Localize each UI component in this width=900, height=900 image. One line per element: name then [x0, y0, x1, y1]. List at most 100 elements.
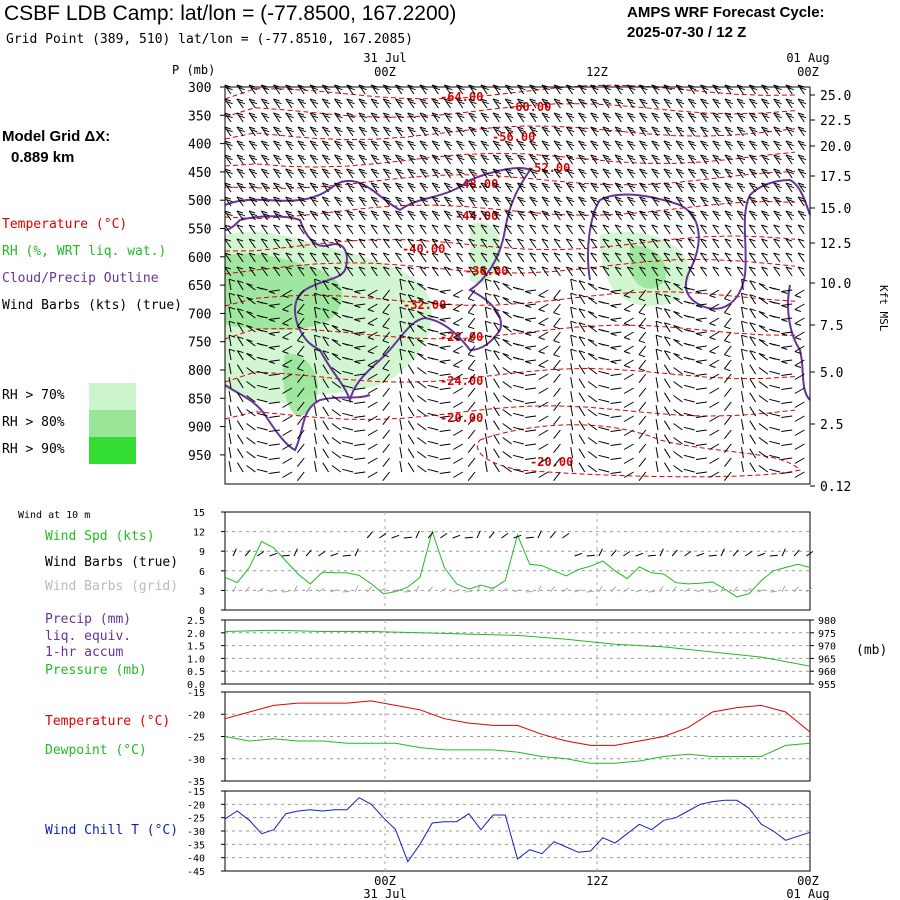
wind-barb-staff	[553, 317, 561, 328]
wind-barb-flag	[773, 238, 780, 242]
wind-barb	[224, 238, 232, 249]
wind-barb-staff	[285, 210, 293, 221]
wind-barb-staff	[427, 384, 439, 389]
wind-barb-staff	[741, 405, 744, 417]
wind-barb-flag	[688, 224, 695, 228]
wind-barb-staff	[297, 359, 305, 370]
wind-barb-flag	[629, 185, 636, 189]
wind-barb-staff	[529, 252, 537, 263]
wind-barb-staff	[794, 429, 805, 436]
wind-barb-staff	[773, 182, 781, 193]
wind-barb-flag	[358, 154, 366, 158]
wind-barb-staff	[741, 433, 744, 445]
wind-barb-flag	[236, 266, 244, 270]
wind-barb-flag	[314, 334, 321, 338]
wind-barb-flag	[263, 129, 270, 133]
wind-barb	[623, 331, 634, 340]
wind-barb	[578, 378, 586, 389]
wind-barb	[724, 359, 732, 372]
wind-barb-flag	[763, 101, 770, 105]
wind-barb-staff	[492, 112, 500, 123]
wind-barb-staff	[587, 283, 598, 291]
wind-barb	[314, 363, 317, 375]
wind-barb	[297, 359, 305, 372]
wind-barb-flag	[493, 294, 500, 298]
wind-barb	[673, 395, 683, 403]
wind-barb-staff	[314, 447, 317, 459]
wind-barb	[468, 126, 477, 137]
wind-barb-flag	[226, 157, 233, 161]
wind-barb	[578, 308, 586, 319]
wind-barb-staff	[598, 426, 610, 431]
wind-barb	[517, 154, 526, 165]
wind-barb-staff	[321, 238, 330, 249]
wind-barb	[761, 112, 770, 123]
wind-barb-flag	[751, 115, 758, 119]
wind-barb	[651, 112, 660, 123]
wind-barb	[655, 433, 659, 445]
height-tick-label: 20.0	[820, 140, 851, 155]
wind-barb	[382, 373, 390, 384]
wind-barb	[502, 283, 512, 291]
wind-barb-staff	[285, 196, 293, 207]
wind-barb	[484, 419, 488, 431]
wind-barb	[468, 140, 477, 151]
wind-barb-flag	[604, 199, 611, 203]
wind-barb-flag	[494, 171, 502, 175]
wind-barb	[700, 210, 709, 221]
wind-barb	[712, 196, 721, 207]
wind-barb-staff	[700, 224, 708, 235]
wind-barb-true	[391, 534, 400, 539]
wind-barb	[367, 387, 378, 394]
wind-barb-flag	[382, 326, 389, 330]
wind-barb-staff	[268, 331, 280, 334]
wind-barb-flag	[482, 115, 489, 119]
wind-barb	[407, 294, 415, 305]
wind-barb	[248, 98, 258, 109]
wind-barb	[769, 454, 781, 459]
wind-barb-flag	[311, 115, 319, 119]
wind-barb	[480, 182, 489, 193]
wind-barb-staff	[273, 182, 281, 193]
wind-barb	[541, 266, 549, 277]
wind-barb-staff	[749, 322, 757, 333]
wind-barb-flag	[399, 348, 407, 352]
bottom-date-label: 01 Aug	[786, 887, 829, 900]
wind-barb-staff	[525, 429, 537, 432]
wind-barb-staff	[309, 126, 317, 137]
wind-barb	[342, 370, 354, 375]
wind-barb-staff	[758, 381, 769, 389]
wind-barb	[502, 409, 512, 417]
wind-barb-flag	[346, 98, 353, 102]
wind-barb-flag	[566, 98, 573, 102]
wind-barb	[407, 126, 416, 137]
wind-barb	[602, 126, 611, 137]
wind-barb-flag	[322, 350, 329, 354]
wind-barb-flag	[568, 115, 575, 119]
wind-barb-flag	[553, 326, 560, 330]
wind-barb-staff	[663, 266, 671, 277]
wind-barb	[736, 154, 746, 165]
wind-barb	[248, 112, 258, 123]
label-precip: Precip (mm)	[45, 612, 132, 627]
wind-barb-flag	[714, 157, 721, 161]
wind-barb-staff	[651, 140, 659, 151]
wind-barb	[256, 426, 268, 431]
wind-barb-flag	[348, 213, 355, 217]
wind-barb	[517, 126, 526, 137]
wind-barb-staff	[443, 126, 452, 137]
wind-barb	[354, 443, 366, 446]
wind-barb-staff	[578, 420, 586, 431]
wind-barb-flag	[238, 157, 245, 161]
wind-barb-flag	[383, 168, 390, 172]
wind-barb-flag	[505, 182, 512, 186]
wind-barb	[358, 210, 367, 221]
wind-barb	[673, 367, 683, 375]
wind-barb-flag	[602, 266, 610, 270]
wind-barb-flag	[502, 325, 509, 328]
wind-barb-flag	[736, 182, 744, 186]
wind-barb-flag	[614, 126, 622, 130]
wind-barb-staff	[431, 210, 439, 221]
wind-barb-staff	[785, 98, 793, 109]
wind-barb-flag	[799, 171, 807, 175]
